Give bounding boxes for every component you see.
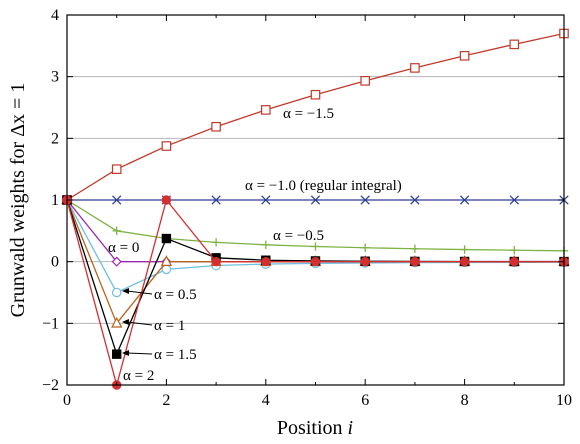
x-tick-label: 0 [63,392,71,409]
x-axis-label: Position i [277,417,353,439]
data-point [112,226,121,236]
data-point [509,39,520,50]
annotation-label: α = −1.5 [283,106,334,122]
series-6 [62,195,569,359]
data-point [261,195,271,205]
annotation-label: α = −1.0 (regular integral) [245,178,402,194]
data-point [460,245,469,254]
data-point [360,256,370,267]
y-tick-label: 2 [51,130,59,147]
annotations: α = −1.5 α = −1.0 (regular integral) α = −… [108,106,402,384]
annotation-label: α = 0.5 [154,287,197,303]
data-point [160,255,173,266]
data-point [361,243,370,252]
data-point [161,141,172,151]
annotation-arrow [126,321,153,326]
series-7 [62,195,569,390]
annotation-label: α = 2 [123,368,154,384]
data-point [410,63,420,73]
data-point-stroke [459,195,470,205]
data-point [261,105,271,115]
data-point [459,195,470,205]
data-point [211,195,221,205]
data-point [459,50,470,61]
y-tick-label: 3 [51,69,59,86]
data-point [509,195,519,205]
annotation-label: α = 1.5 [154,347,197,363]
x-axis-label-italic: i [348,417,354,439]
data-point [161,233,172,244]
annotation-arrowhead [122,319,129,325]
data-point [211,121,221,132]
series-layer [61,28,570,390]
x-tick-label: 4 [262,392,270,409]
x-axis-label-text: Position [277,417,343,439]
x-tick-label: 2 [162,392,170,409]
data-point [509,256,519,267]
annotation-arrowhead [122,350,129,356]
annotation-arrow [126,290,153,295]
data-point [161,264,172,275]
data-point [261,240,270,250]
data-point-stroke [112,195,122,205]
data-point [410,195,420,205]
data-point [360,76,370,86]
data-point [310,89,321,100]
data-point-stroke [410,195,420,205]
data-point [410,244,420,253]
annotation-label: α = 0 [108,240,139,256]
y-tick-label: 4 [51,7,59,24]
axis-ticks: 0 2 4 6 8 10 −2 −1 0 1 2 3 4 [42,7,572,409]
y-tick-label: 0 [51,254,59,271]
annotation-arrow [126,352,153,355]
data-point [459,256,470,267]
y-tick-label: −1 [42,315,59,332]
data-point-stroke [261,195,271,205]
data-point-stroke [509,195,519,205]
data-point [111,256,122,267]
data-point [360,195,370,205]
y-tick-label: −2 [42,377,59,394]
data-point-stroke [211,195,221,205]
data-point [211,256,221,267]
data-point [111,287,122,298]
data-point [112,349,122,359]
data-point [111,316,123,328]
data-point [111,164,122,174]
data-point [311,242,320,251]
y-axis-label: Grunwald weights for Δx = 1 [7,83,29,318]
data-point-stroke [310,195,321,205]
series-1 [62,195,569,205]
annotation-label: α = 1 [154,318,185,334]
data-point-stroke [360,195,370,205]
data-point [211,238,221,247]
data-point [161,195,172,205]
x-tick-label: 6 [361,392,369,409]
data-point [310,256,321,267]
x-tick-label: 10 [556,392,572,409]
annotation-label: α = −0.5 [273,228,324,244]
annotation-arrowhead [122,288,129,294]
y-tick-label: 1 [51,192,59,209]
data-point [112,195,122,205]
data-point [261,256,271,267]
x-tick-label: 8 [461,392,469,409]
data-point [310,195,321,205]
series-line [66,199,565,357]
data-point [410,256,420,267]
data-point [510,246,519,255]
